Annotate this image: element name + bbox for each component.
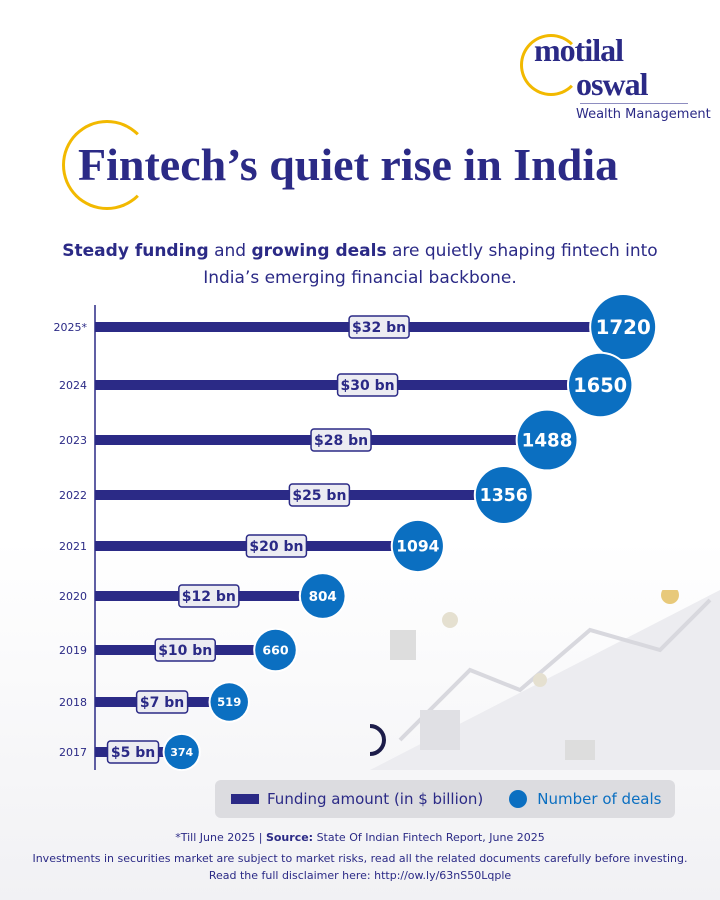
funding-label: $20 bn (249, 539, 303, 555)
funding-label: $32 bn (352, 320, 406, 336)
year-label: 2017 (59, 746, 87, 759)
funding-label-box (336, 373, 399, 397)
brand-logo: motilal oswal Wealth Management (520, 28, 711, 128)
subtitle-text-1: and (208, 241, 252, 261)
logo-text-2: oswal (576, 66, 648, 102)
subtitle-text-2: are quietly shaping fintech into India’s… (203, 241, 658, 288)
funding-label-box (288, 483, 351, 507)
disclaimer-link[interactable]: Read the full disclaimer here: http://ow… (208, 869, 512, 882)
funding-label: $5 bn (111, 745, 155, 761)
year-label: 2023 (59, 434, 87, 447)
deal-bubble (164, 734, 199, 770)
legend-label-funding: Funding amount (in $ billion) (267, 790, 484, 808)
logo-ring (520, 34, 582, 96)
deal-count-label: 1488 (522, 430, 573, 451)
subtitle: Steady funding and growing deals are qui… (0, 238, 720, 292)
deal-bubble (517, 410, 577, 470)
year-label: 2024 (59, 379, 87, 392)
footnote: *Till June 2025 | Source: State Of India… (0, 829, 720, 846)
funding-label: $7 bn (140, 695, 184, 711)
deal-count-label: 1094 (396, 538, 439, 556)
funding-label: $30 bn (341, 378, 395, 394)
year-label: 2022 (59, 489, 87, 502)
legend-swatch-funding (231, 794, 259, 804)
note: *Till June 2025 | (175, 831, 266, 844)
deal-count-label: 1720 (596, 316, 651, 339)
funding-label-box (245, 534, 308, 558)
deal-bubble (392, 520, 443, 572)
funding-label-box (106, 740, 160, 764)
funding-label: $10 bn (158, 643, 212, 659)
year-label: 2025* (54, 321, 88, 334)
year-label: 2021 (59, 540, 87, 553)
deal-bubble (475, 467, 532, 523)
deal-bubble (210, 683, 248, 721)
funding-label-box (178, 584, 240, 608)
subtitle-bold-1: Steady funding (62, 241, 209, 261)
deal-count-label: 1650 (573, 374, 627, 397)
year-label: 2018 (59, 696, 87, 709)
funding-label-box (154, 638, 216, 662)
deal-count-label: 804 (309, 589, 337, 605)
deal-count-label: 1356 (480, 486, 528, 506)
funding-label-box (348, 315, 410, 339)
source: State Of Indian Fintech Report, June 202… (313, 831, 545, 844)
legend-swatch-deals (509, 790, 528, 808)
funding-label: $25 bn (292, 488, 346, 504)
page-title: Fintech’s quiet rise in India (78, 139, 619, 190)
deal-bubble (591, 295, 656, 359)
funding-label-box (135, 690, 189, 714)
logo-text-1: motilal (534, 32, 624, 68)
deal-bubble (300, 574, 345, 618)
funding-label: $12 bn (182, 589, 236, 605)
deal-count-label: 519 (217, 695, 241, 709)
funding-deals-chart: 2025* $32 bn 1720 2024 $30 bn 1650 2023 $28 bn 1… (54, 295, 658, 772)
decorative-illustration (370, 590, 720, 770)
legend-label-deals: Number of deals (537, 790, 662, 808)
deal-bubble (568, 353, 632, 417)
funding-label: $28 bn (314, 433, 368, 449)
year-label: 2019 (59, 644, 87, 657)
deal-count-label: 374 (170, 746, 193, 759)
deal-count-label: 660 (262, 642, 289, 657)
logo-divider (580, 103, 688, 104)
year-label: 2020 (59, 590, 87, 603)
deal-bubble (255, 629, 296, 671)
title-ring (62, 120, 152, 210)
subtitle-bold-2: growing deals (251, 241, 387, 261)
funding-label-box (310, 428, 372, 452)
chart-legend: Funding amount (in $ billion) Number of … (215, 780, 675, 818)
disclaimer: Investments in securities market are sub… (32, 852, 688, 865)
source-label: Source: (265, 831, 314, 844)
logo-tagline: Wealth Management (576, 107, 711, 122)
